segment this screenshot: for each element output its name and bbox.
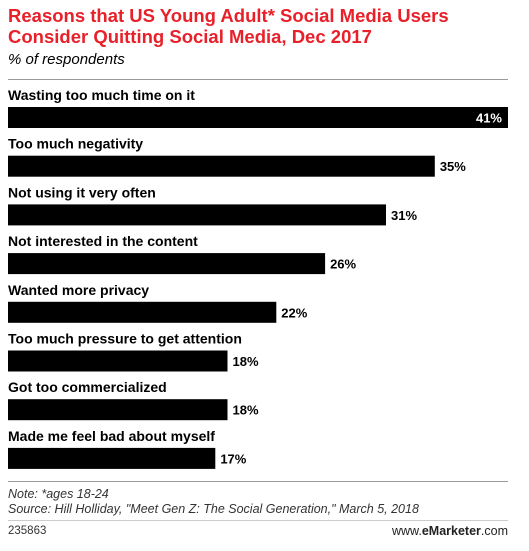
category-label: Wanted more privacy bbox=[8, 282, 149, 298]
chart-subtitle: % of respondents bbox=[8, 51, 125, 68]
top-divider bbox=[8, 79, 508, 80]
bar bbox=[8, 107, 508, 128]
category-label: Too much pressure to get attention bbox=[8, 331, 242, 347]
bar bbox=[8, 155, 435, 177]
value-label: 18% bbox=[233, 403, 259, 418]
value-label: 18% bbox=[233, 354, 259, 369]
brand-suffix: .com bbox=[480, 524, 508, 538]
bar bbox=[8, 301, 277, 323]
bottom-divider bbox=[8, 481, 508, 482]
value-label: 17% bbox=[220, 451, 246, 466]
category-label: Wasting too much time on it bbox=[8, 87, 195, 103]
brand-name: eMarketer bbox=[421, 524, 481, 538]
bar bbox=[8, 399, 228, 421]
bar bbox=[8, 447, 216, 469]
chart-title: Reasons that US Young Adult* Social Medi… bbox=[8, 5, 449, 47]
footer-divider bbox=[8, 520, 508, 521]
category-label: Made me feel bad about myself bbox=[8, 428, 215, 444]
value-label: 35% bbox=[440, 159, 466, 174]
category-label: Not using it very often bbox=[8, 184, 156, 200]
category-label: Too much negativity bbox=[8, 136, 143, 152]
value-label: 22% bbox=[281, 305, 307, 320]
chart-id: 235863 bbox=[8, 525, 47, 537]
bar bbox=[8, 253, 326, 275]
value-label: 41% bbox=[476, 111, 502, 126]
bar bbox=[8, 204, 386, 226]
chart-note: Note: *ages 18-24 bbox=[8, 487, 109, 501]
bar bbox=[8, 350, 228, 372]
chart-source: Source: Hill Holliday, "Meet Gen Z: The … bbox=[8, 502, 419, 516]
brand-prefix: www. bbox=[391, 524, 422, 538]
brand-link[interactable]: www.eMarketer.com bbox=[392, 524, 508, 538]
category-label: Got too commercialized bbox=[8, 379, 167, 395]
value-label: 26% bbox=[330, 257, 356, 272]
category-label: Not interested in the content bbox=[8, 233, 198, 249]
value-label: 31% bbox=[391, 208, 417, 223]
